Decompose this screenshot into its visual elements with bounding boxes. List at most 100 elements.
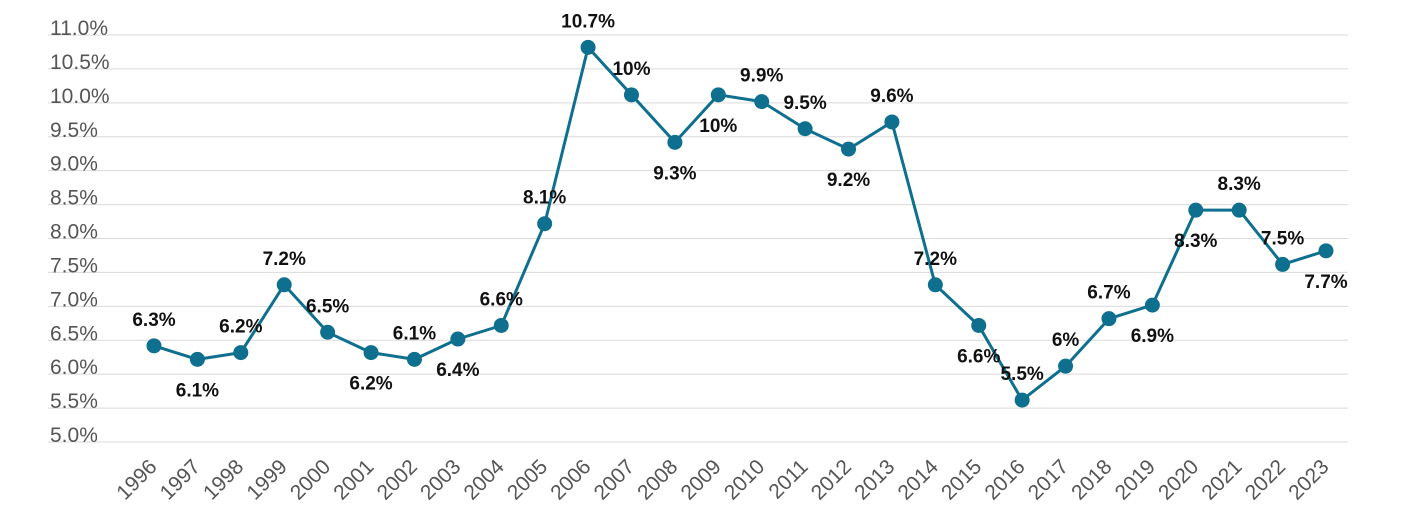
x-tick-label: 2011 — [764, 455, 812, 503]
x-tick-label: 2003 — [416, 455, 465, 504]
x-tick-label: 1999 — [242, 455, 291, 504]
y-tick-label: 6.0% — [50, 356, 98, 379]
y-tick-label: 10.5% — [50, 51, 110, 74]
x-tick-label: 2020 — [1154, 455, 1203, 504]
data-label: 6.6% — [480, 289, 523, 310]
data-point — [1188, 202, 1204, 218]
x-tick-label: 2000 — [286, 455, 335, 504]
data-point — [1231, 202, 1247, 218]
data-label: 10% — [699, 116, 737, 137]
x-tick-label: 1998 — [199, 455, 248, 504]
data-point — [1144, 297, 1160, 313]
data-label: 6.2% — [349, 374, 392, 395]
data-label: 6% — [1052, 330, 1080, 351]
data-label: 6.9% — [1131, 326, 1174, 347]
x-tick-label: 2005 — [503, 455, 552, 504]
y-tick-label: 6.5% — [50, 322, 98, 345]
y-tick-label: 9.5% — [50, 119, 98, 142]
gridlines — [48, 34, 1348, 443]
x-tick-label: 2018 — [1067, 455, 1116, 504]
x-tick-label: 2006 — [546, 455, 595, 504]
x-tick-label: 2009 — [677, 455, 726, 504]
data-point — [276, 277, 292, 293]
data-point — [233, 345, 249, 361]
y-axis-ticks: 5.0% 5.5% 6.0% 6.5% 7.0% 7.5% 8.0% 8.5% 9.0% 9.5%… — [50, 17, 110, 447]
x-tick-label: 2010 — [720, 455, 769, 504]
data-label: 7.2% — [263, 249, 306, 270]
series-line — [153, 45, 1327, 402]
data-label: 7.2% — [914, 249, 957, 270]
data-point — [320, 324, 336, 340]
data-point — [841, 141, 857, 157]
series-line-layer — [153, 45, 1327, 402]
x-tick-label: 2012 — [807, 455, 856, 504]
y-tick-label: 10.0% — [50, 85, 110, 108]
y-tick-label: 8.5% — [50, 187, 98, 210]
data-label: 10.7% — [561, 11, 615, 32]
data-point — [1318, 243, 1334, 259]
data-label: 6.6% — [957, 346, 1000, 367]
data-point — [1058, 358, 1074, 374]
x-tick-label: 2019 — [1111, 455, 1160, 504]
x-tick-label: 2002 — [373, 455, 422, 504]
data-label: 8.3% — [1174, 231, 1217, 252]
data-point — [363, 345, 379, 361]
x-tick-label: 2007 — [590, 455, 639, 504]
data-point — [623, 87, 639, 103]
data-label: 5.5% — [1000, 364, 1043, 385]
x-tick-label: 1996 — [112, 455, 161, 504]
data-label: 6.4% — [436, 360, 479, 381]
data-point — [927, 277, 943, 293]
x-tick-label: 2021 — [1197, 455, 1246, 504]
x-tick-label: 2013 — [850, 455, 899, 504]
data-label: 9.9% — [740, 66, 783, 87]
data-point — [146, 338, 162, 354]
x-tick-label: 2004 — [459, 455, 509, 505]
data-label: 8.1% — [523, 188, 566, 209]
data-point — [667, 134, 683, 150]
data-point — [797, 121, 813, 137]
x-tick-label: 2016 — [980, 455, 1029, 504]
y-tick-label: 7.5% — [50, 254, 98, 277]
x-tick-label: 2014 — [894, 455, 944, 505]
y-tick-label: 8.0% — [50, 221, 98, 244]
x-tick-label: 2008 — [633, 455, 682, 504]
data-labels: 6.3%6.1%6.2%7.2%6.5%6.2%6.1%6.4%6.6%8.1%… — [132, 11, 1347, 401]
data-label: 9.5% — [783, 93, 826, 114]
data-label: 8.3% — [1218, 174, 1261, 195]
data-point — [884, 114, 900, 130]
data-label: 9.3% — [653, 163, 696, 184]
data-label: 9.6% — [870, 86, 913, 107]
x-tick-label: 1997 — [156, 455, 205, 504]
y-tick-label: 11.0% — [50, 17, 108, 40]
data-point — [189, 351, 205, 367]
x-tick-label: 2015 — [937, 455, 986, 504]
data-point — [1014, 392, 1030, 408]
x-tick-label: 2023 — [1284, 455, 1333, 504]
data-point — [754, 94, 770, 110]
data-point — [710, 87, 726, 103]
x-tick-label: 2022 — [1241, 455, 1290, 504]
x-axis-ticks: 1996199719981999200020012002200320042005… — [112, 455, 1333, 505]
y-tick-label: 9.0% — [50, 153, 98, 176]
data-label: 9.2% — [827, 170, 870, 191]
y-tick-label: 5.5% — [50, 390, 98, 413]
data-label: 6.1% — [393, 323, 436, 344]
data-point — [1275, 256, 1291, 272]
data-label: 6.5% — [306, 296, 349, 317]
data-point — [580, 39, 596, 55]
data-points — [146, 39, 1334, 408]
y-tick-label: 5.0% — [50, 424, 98, 447]
data-label: 6.1% — [176, 380, 219, 401]
data-label: 6.3% — [132, 310, 175, 331]
data-point — [1101, 311, 1117, 327]
data-point — [493, 317, 509, 333]
data-point — [406, 351, 422, 367]
data-label: 10% — [612, 59, 650, 80]
data-label: 7.5% — [1261, 228, 1304, 249]
data-point — [450, 331, 466, 347]
data-point — [537, 216, 553, 232]
data-label: 6.2% — [219, 317, 262, 338]
data-label: 6.7% — [1087, 283, 1130, 304]
